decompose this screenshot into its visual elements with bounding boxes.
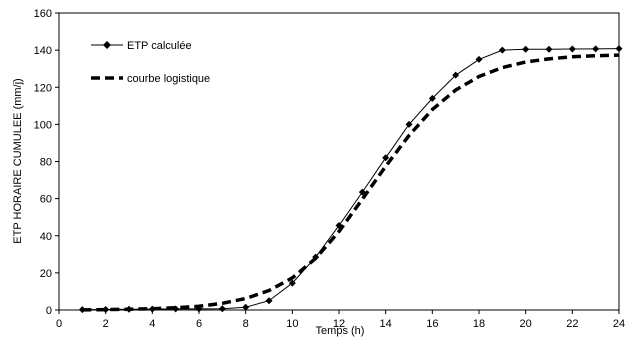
x-tick-label: 10	[286, 318, 298, 330]
x-tick-label: 6	[196, 318, 202, 330]
data-point-etp-calculee	[452, 71, 460, 79]
data-point-etp-calculee	[242, 303, 250, 311]
data-point-etp-calculee	[218, 305, 226, 313]
data-point-etp-calculee	[195, 305, 203, 313]
y-tick-label: 160	[34, 8, 52, 20]
data-point-etp-calculee	[522, 45, 530, 53]
y-tick-label: 20	[40, 268, 52, 280]
y-tick-label: 40	[40, 231, 52, 243]
data-point-etp-calculee	[312, 253, 320, 261]
x-tick-label: 24	[613, 318, 625, 330]
series-line-courbe-logistique	[82, 53, 620, 312]
data-point-etp-calculee	[148, 305, 156, 313]
x-tick-label: 16	[426, 318, 438, 330]
y-tick-label: 120	[34, 82, 52, 94]
y-tick-label: 0	[46, 305, 52, 317]
legend-label-courbe-logistique: courbe logistique	[127, 73, 210, 85]
data-point-etp-calculee	[358, 188, 366, 196]
y-tick-label: 100	[34, 119, 52, 131]
data-point-etp-calculee	[428, 94, 436, 102]
data-point-etp-calculee	[335, 222, 343, 230]
y-tick-label: 80	[40, 157, 52, 169]
x-tick-label: 18	[473, 318, 485, 330]
x-tick-label: 22	[566, 318, 578, 330]
y-tick-label: 60	[40, 194, 52, 206]
series-layer	[78, 45, 623, 314]
x-tick-label: 2	[103, 318, 109, 330]
x-axis: 0 2 4 6 8 10 12 14 16 18 20 22 24	[56, 310, 625, 330]
x-tick-label: 20	[520, 318, 532, 330]
plot-frame	[58, 12, 620, 311]
data-point-etp-calculee	[405, 120, 413, 128]
data-point-etp-calculee	[382, 154, 390, 162]
data-point-etp-calculee	[592, 45, 600, 53]
x-tick-label: 14	[380, 318, 392, 330]
legend-label-etp-calculee: ETP calculée	[127, 40, 192, 52]
data-point-etp-calculee	[568, 45, 576, 53]
x-axis-title: Temps (h)	[316, 325, 365, 337]
x-tick-label: 12	[333, 318, 345, 330]
x-tick-label: 8	[243, 318, 249, 330]
legend-marker-etp-calculee	[103, 41, 111, 49]
data-point-etp-calculee	[102, 305, 110, 313]
y-axis: 0 20 40 60 80 100 120 140 160	[34, 8, 59, 317]
y-tick-label: 140	[34, 45, 52, 57]
legend: ETP calculée courbe logistique	[91, 40, 210, 85]
data-point-etp-calculee	[265, 297, 273, 305]
data-point-etp-calculee	[545, 45, 553, 53]
data-point-etp-calculee	[78, 306, 86, 314]
x-tick-label: 4	[149, 318, 155, 330]
data-point-etp-calculee	[125, 305, 133, 313]
data-point-etp-calculee	[288, 279, 296, 287]
y-axis-title: ETP HORAIRE CUMULEE (mm/j)	[12, 78, 24, 243]
data-point-etp-calculee	[172, 305, 180, 313]
data-point-etp-calculee	[498, 46, 506, 54]
series-line-etp-calculee	[82, 48, 620, 311]
data-point-etp-calculee	[475, 55, 483, 63]
x-tick-label: 0	[56, 318, 62, 330]
data-point-etp-calculee	[615, 45, 623, 53]
